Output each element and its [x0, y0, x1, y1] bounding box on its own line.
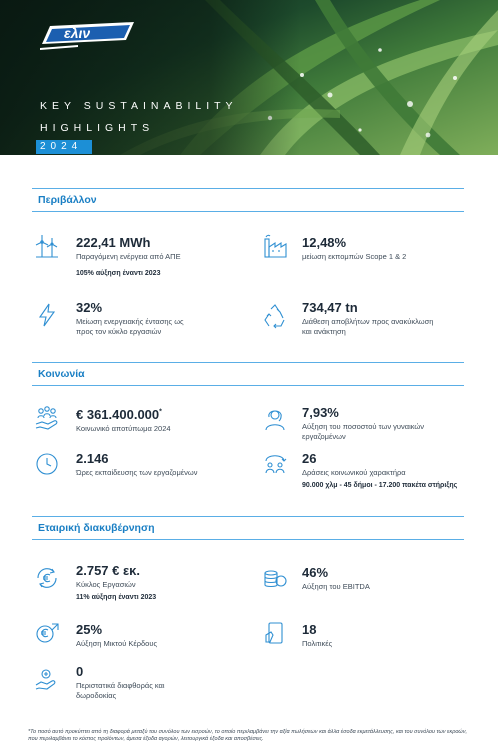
kpi-value: 46%	[302, 565, 329, 580]
euro-cycle-icon	[34, 565, 60, 591]
kpi-description: Κύκλος Εργασιών	[76, 580, 136, 589]
lightning-icon	[34, 302, 60, 328]
hero-title-line1: KEY SUSTAINABILITY	[40, 100, 238, 112]
wind-turbine-icon	[34, 233, 60, 259]
kpi-gross-profit: 25% Αύξηση Μικτού Κέρδους	[76, 622, 157, 649]
community-hand-icon	[34, 405, 60, 431]
clock-icon	[34, 451, 60, 477]
coins-icon	[262, 565, 288, 591]
environment-note: 105% αύξηση έναντι 2023	[76, 270, 161, 277]
social-footprint-amount: € 361.400.000	[76, 407, 160, 422]
hero-shade	[0, 0, 300, 155]
kpi-description: Αύξηση του ποσοστού των γυναικών εργαζομ…	[302, 422, 425, 441]
kpi-description: Διάθεση αποβλήτων προς ανακύκλωση και αν…	[302, 317, 434, 336]
kpi-training-hours: 2.146 Ώρες εκπαίδευσης των εργαζομένων	[76, 451, 197, 478]
section-society-title: Κοινωνία	[38, 368, 85, 380]
euro-growth-icon	[34, 620, 60, 646]
hero-banner: ελιν KEY SUSTAINABILITY HIGHLIGHTS 2024	[0, 0, 498, 155]
kpi-social-footprint: € 361.400.000* Κοινωνικό αποτύπωμα 2024	[76, 407, 171, 434]
kpi-energy-intensity: 32% Μείωση ενεργειακής έντασης ως προς τ…	[76, 300, 196, 336]
kpi-description: Αύξηση Μικτού Κέρδους	[76, 639, 158, 648]
footnote-marker: *	[159, 408, 162, 416]
policy-document-icon	[262, 620, 288, 646]
woman-icon	[262, 405, 288, 431]
kpi-value: 222,41 MWh	[76, 235, 151, 250]
kpi-turnover: 2.757 € εκ. Κύκλος Εργασιών	[76, 563, 140, 590]
section-environment-title: Περιβάλλον	[38, 194, 97, 206]
kpi-corruption-incidents: 0 Περιστατικά διαφθοράς και δωροδοκίας	[76, 664, 186, 700]
kpi-description: Δράσεις κοινωνικού χαρακτήρα	[302, 468, 406, 477]
social-actions-icon	[262, 451, 288, 477]
kpi-value: 32%	[76, 300, 103, 315]
kpi-value: 734,47 tn	[302, 300, 358, 315]
kpi-waste-recycling: 734,47 tn Διάθεση αποβλήτων προς ανακύκλ…	[302, 300, 442, 336]
section-environment-header: Περιβάλλον	[32, 188, 464, 212]
kpi-description: Περιστατικά διαφθοράς και δωροδοκίας	[76, 681, 165, 700]
kpi-description: Παραγόμενη ενέργεια από ΑΠΕ	[76, 252, 181, 261]
hero-title-line2: HIGHLIGHTS	[40, 122, 155, 134]
recycle-icon	[262, 303, 288, 329]
section-society-header: Κοινωνία	[32, 362, 464, 386]
factory-icon	[262, 233, 288, 259]
section-governance-title: Εταιρική διακυβέρνηση	[38, 522, 155, 534]
kpi-social-actions: 26 Δράσεις κοινωνικού χαρακτήρα	[302, 451, 406, 478]
kpi-description: Ώρες εκπαίδευσης των εργαζομένων	[76, 468, 198, 477]
kpi-description: Πολιτικές	[302, 639, 333, 648]
kpi-value: 0	[76, 664, 84, 679]
kpi-value: 2.146	[76, 451, 109, 466]
society-note: 90.000 χλμ - 45 δήμοι - 17.200 πακέτα στ…	[302, 482, 458, 489]
kpi-policies: 18 Πολιτικές	[302, 622, 332, 649]
kpi-value: 26	[302, 451, 317, 466]
kpi-description: Αύξηση του EBITDA	[302, 582, 370, 591]
governance-note: 11% αύξηση έναντι 2023	[76, 594, 157, 601]
kpi-value: € 361.400.000*	[76, 407, 171, 422]
kpi-renewable-energy: 222,41 MWh Παραγόμενη ενέργεια από ΑΠΕ	[76, 235, 181, 262]
kpi-description: Μείωση ενεργειακής έντασης ως προς τον κ…	[76, 317, 184, 336]
footnote: *Το ποσό αυτό προκύπτει από τη διαφορά μ…	[28, 729, 467, 742]
section-governance-header: Εταιρική διακυβέρνηση	[32, 516, 464, 540]
kpi-ebitda: 46% Αύξηση του EBITDA	[302, 565, 370, 592]
kpi-description: Κοινωνικό αποτύπωμα 2024	[76, 424, 171, 433]
kpi-women-employees: 7,93% Αύξηση του ποσοστού των γυναικών ε…	[302, 405, 442, 441]
kpi-value: 7,93%	[302, 405, 339, 420]
kpi-value: 25%	[76, 622, 103, 637]
svg-text:ελιν: ελιν	[64, 25, 90, 41]
kpi-value: 12,48%	[302, 235, 347, 250]
kpi-value: 18	[302, 622, 317, 637]
kpi-value: 2.757 € εκ.	[76, 563, 141, 578]
kpi-emissions-reduction: 12,48% μείωση εκπομπών Scope 1 & 2	[302, 235, 406, 262]
elin-logo: ελιν	[40, 22, 134, 50]
kpi-description: μείωση εκπομπών Scope 1 & 2	[302, 252, 407, 261]
year-badge: 2024	[36, 140, 92, 154]
handshake-icon	[34, 667, 60, 693]
